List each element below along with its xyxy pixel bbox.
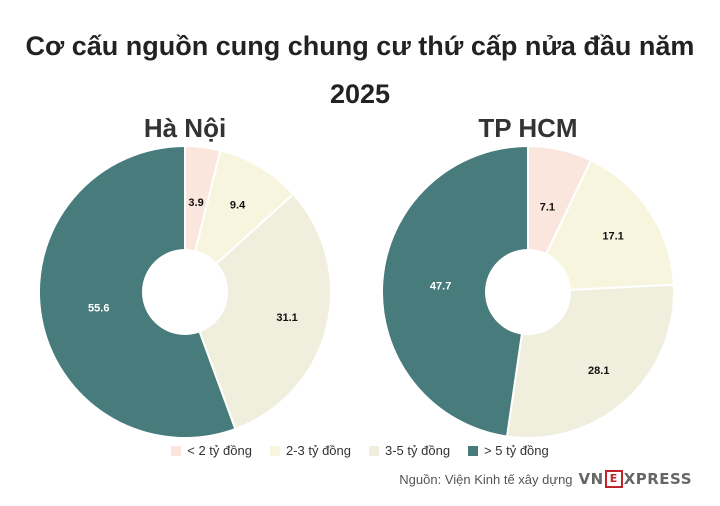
legend: < 2 tỷ đồng 2-3 tỷ đồng 3-5 tỷ đồng > 5 … <box>0 443 720 458</box>
hanoi-data-label-1: 9.4 <box>230 199 246 211</box>
hcm-data-label-0: 7.1 <box>540 202 555 214</box>
title-line-1: Cơ cấu nguồn cung chung cư thứ cấp nửa đ… <box>25 31 695 61</box>
hcm-slice-3 <box>381 144 529 438</box>
legend-label: < 2 tỷ đồng <box>187 443 252 458</box>
title-line-2: 2025 <box>329 79 391 109</box>
hanoi-chart-title: Hà Nội <box>143 113 227 143</box>
hanoi-slice-3 <box>38 144 237 439</box>
legend-item-2to3: 2-3 tỷ đồng <box>269 443 351 458</box>
legend-swatch <box>369 445 379 456</box>
vnexpress-logo: VN E XPRESS <box>579 470 692 488</box>
hcm-donut-hole <box>485 249 571 335</box>
hcm-data-label-2: 28.1 <box>588 365 609 377</box>
logo-part-right: XPRESS <box>623 470 692 488</box>
hanoi-slice-1 <box>183 149 295 295</box>
hanoi-data-label-2: 31.1 <box>276 312 297 324</box>
legend-label: > 5 tỷ đồng <box>484 443 549 458</box>
source-text: Nguồn: Viện Kinh tế xây dựng <box>399 471 573 487</box>
hanoi-data-label-0: 3.9 <box>188 197 203 209</box>
source-line: Nguồn: Viện Kinh tế xây dựng VN E XPRESS <box>399 470 692 488</box>
legend-label: 2-3 tỷ đồng <box>285 443 351 458</box>
logo-part-left: VN <box>578 470 604 488</box>
legend-item-gt5: > 5 tỷ đồng <box>468 443 549 458</box>
hcm-data-label-1: 17.1 <box>602 230 623 242</box>
hanoi-slice-2 <box>183 192 332 431</box>
legend-swatch <box>171 445 182 456</box>
legend-swatch <box>269 445 280 456</box>
chart-title: Cơ cấu nguồn cung chung cư thứ cấp nửa đ… <box>0 22 720 118</box>
hcm-data-label-3: 47.7 <box>430 281 451 293</box>
hcm-chart-title: TP HCM <box>478 113 578 143</box>
hcm-slice-1 <box>526 158 675 294</box>
legend-label: 3-5 tỷ đồng <box>385 443 451 458</box>
legend-swatch <box>468 445 479 456</box>
legend-item-3to5: 3-5 tỷ đồng <box>369 443 450 458</box>
hanoi-data-label-3: 55.6 <box>88 302 109 314</box>
legend-item-lt2: < 2 tỷ đồng <box>171 443 252 458</box>
hanoi-donut-hole <box>142 249 228 335</box>
logo-part-mid: E <box>604 470 623 488</box>
